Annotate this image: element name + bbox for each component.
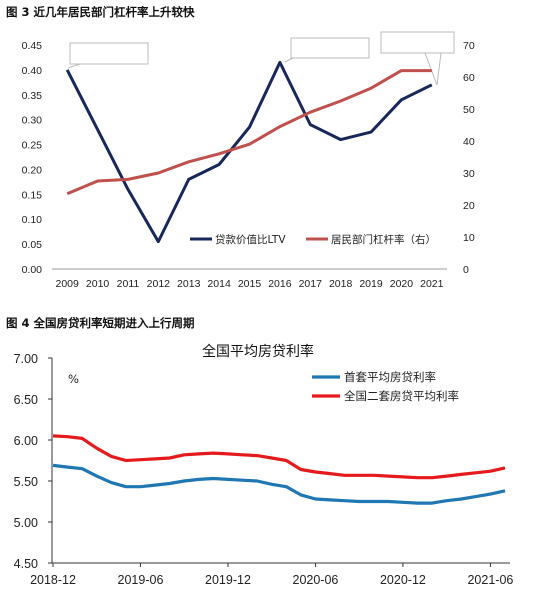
y-left-tick-label: 0.10 [22, 214, 43, 226]
legend-label: 首套平均房贷利率 [344, 370, 436, 384]
y-left-tick-label: 0.35 [22, 90, 43, 102]
series-line-ltv [65, 60, 433, 244]
y-left-tick-label: 0.25 [22, 140, 43, 152]
y-tick-label: 5.50 [14, 475, 38, 489]
y-tick-label: 5.00 [14, 516, 38, 530]
callout-2016 [284, 37, 370, 63]
y-tick-label: 6.00 [14, 434, 38, 448]
callout-2009 [67, 42, 149, 69]
legend-label: 贷款价值比LTV [215, 233, 286, 246]
y-tick-label: 7.00 [14, 352, 38, 366]
x-tick-label: 2021-06 [467, 573, 513, 587]
x-tick-label: 2020-06 [293, 573, 339, 587]
x-tick-label: 2014 [207, 278, 231, 290]
x-tick-label: 2020-12 [380, 573, 426, 587]
x-tick-label: 2013 [177, 278, 201, 290]
figure-4-title: 图 4 全国房贷利率短期进入上行周期 [6, 316, 195, 330]
series-line-second-home [52, 434, 506, 480]
x-tick-label: 2019-12 [205, 573, 251, 587]
x-tick-label: 2016 [268, 278, 292, 290]
chart-mortgage-rates: 全国平均房贷利率 % 4.50 5.00 5.50 6.00 6.50 7.00 2018-… [14, 343, 514, 587]
x-tick-label: 2015 [238, 278, 262, 290]
y-right-tick-label: 70 [463, 40, 475, 52]
y-left-tick-label: 0.00 [22, 264, 43, 276]
y-left-tick-label: 0.15 [22, 189, 43, 201]
x-tick-label: 2019 [359, 278, 383, 290]
y-right-tick-label: 50 [463, 104, 475, 116]
y-right-tick-label: 0 [463, 264, 469, 276]
y-right-tick-label: 60 [463, 72, 475, 84]
y-right-tick-label: 30 [463, 168, 475, 180]
y-left-tick-label: 0.05 [22, 239, 43, 251]
x-tick-label: 2018-12 [30, 573, 76, 587]
x-tick-label: 2009 [56, 278, 80, 290]
chart-ltv-leverage: 0.00 0.05 0.10 0.15 0.20 0.25 0.30 0.35 0.40 0.45… [22, 31, 475, 290]
legend-label: 全国二套房贷平均利率 [344, 389, 459, 403]
x-tick-label: 2012 [147, 278, 171, 290]
legend-label: 居民部门杠杆率（右） [331, 233, 436, 246]
y-left-tick-label: 0.30 [22, 115, 43, 127]
x-tick-label: 2011 [117, 278, 140, 290]
y-left-tick-label: 0.20 [22, 164, 43, 176]
x-tick-label: 2017 [299, 278, 323, 290]
y-right-tick-label: 10 [463, 232, 475, 244]
x-tick-label: 2018 [329, 278, 353, 290]
y-unit-label: % [68, 372, 79, 386]
callout-2021 [380, 31, 455, 86]
series-line-first-home [52, 463, 506, 505]
figure-3-title: 图 3 近几年居民部门杠杆率上升较快 [6, 5, 195, 19]
x-tick-label: 2010 [86, 278, 110, 290]
chart-title: 全国平均房贷利率 [202, 343, 314, 360]
y-left-tick-label: 0.45 [22, 40, 43, 52]
y-right-tick-label: 40 [463, 136, 475, 148]
y-tick-label: 6.50 [14, 393, 38, 407]
y-left-tick-label: 0.40 [22, 65, 43, 77]
y-tick-label: 4.50 [14, 557, 38, 571]
series-line-leverage [66, 69, 432, 196]
x-tick-label: 2019-06 [118, 573, 164, 587]
x-tick-label: 2021 [420, 278, 444, 290]
y-right-tick-label: 20 [463, 200, 475, 212]
x-tick-label: 2020 [390, 278, 414, 290]
